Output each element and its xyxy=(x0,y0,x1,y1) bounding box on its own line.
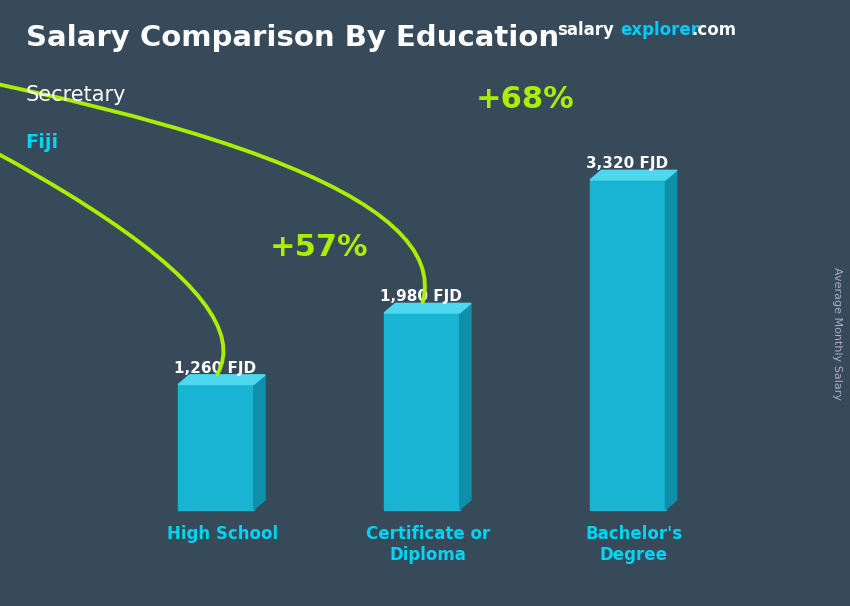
Polygon shape xyxy=(590,180,666,510)
Polygon shape xyxy=(590,170,677,180)
Polygon shape xyxy=(384,313,460,510)
Polygon shape xyxy=(460,304,471,510)
Text: Bachelor's
Degree: Bachelor's Degree xyxy=(586,525,683,564)
Text: salary: salary xyxy=(557,21,614,39)
Polygon shape xyxy=(178,384,254,510)
Polygon shape xyxy=(384,304,471,313)
Text: Secretary: Secretary xyxy=(26,85,126,105)
Text: +57%: +57% xyxy=(269,233,368,262)
Polygon shape xyxy=(178,375,265,384)
Text: Certificate or
Diploma: Certificate or Diploma xyxy=(366,525,490,564)
Text: Salary Comparison By Education: Salary Comparison By Education xyxy=(26,24,558,52)
Text: Average Monthly Salary: Average Monthly Salary xyxy=(832,267,842,400)
Text: High School: High School xyxy=(167,525,278,544)
Text: .com: .com xyxy=(691,21,736,39)
Text: 1,980 FJD: 1,980 FJD xyxy=(380,289,462,304)
Polygon shape xyxy=(254,375,265,510)
Text: 3,320 FJD: 3,320 FJD xyxy=(586,156,668,171)
Polygon shape xyxy=(666,170,677,510)
Text: Fiji: Fiji xyxy=(26,133,59,152)
Text: explorer: explorer xyxy=(620,21,700,39)
Text: 1,260 FJD: 1,260 FJD xyxy=(174,361,257,376)
Text: +68%: +68% xyxy=(475,84,575,113)
